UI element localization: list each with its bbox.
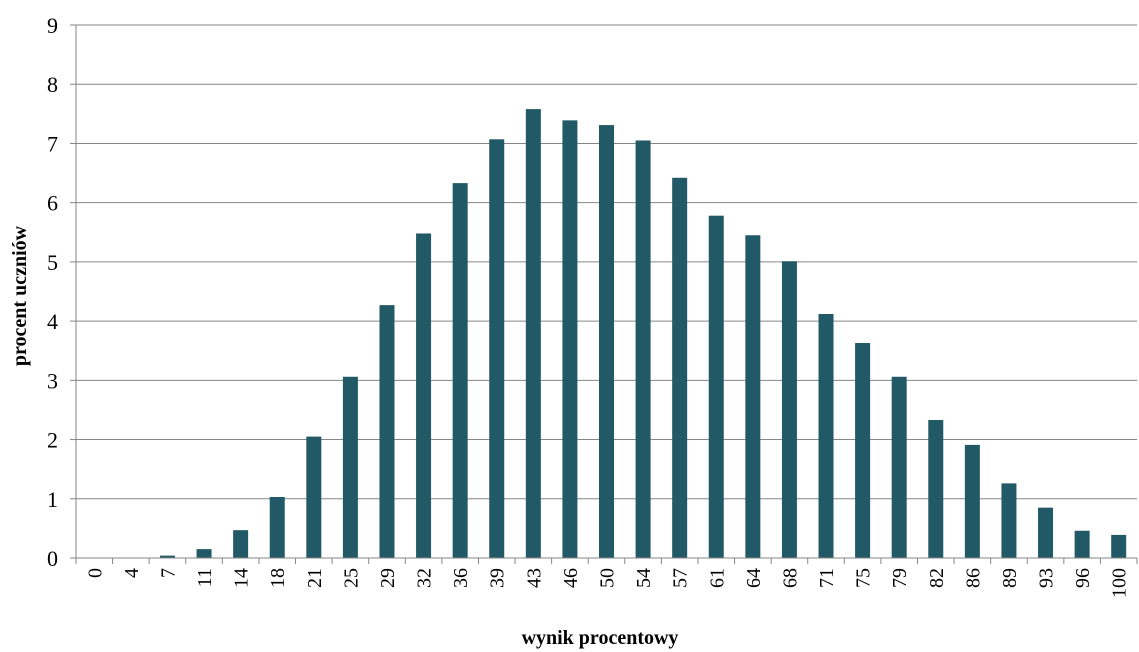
x-tick-label: 18 (267, 568, 289, 588)
bar-36 (452, 183, 468, 558)
x-tick-label: 50 (597, 568, 619, 588)
x-tick-label: 89 (999, 568, 1021, 588)
x-tick-label: 64 (743, 568, 765, 588)
x-tick-label: 93 (1036, 568, 1058, 588)
bar-79 (891, 376, 907, 558)
x-tick-label: 7 (157, 568, 179, 578)
x-tick-label: 14 (231, 568, 253, 588)
x-tick-label: 100 (1109, 568, 1131, 598)
y-tick-label: 2 (47, 428, 58, 453)
x-tick-label: 0 (84, 568, 106, 578)
x-tick-label: 79 (889, 568, 911, 588)
y-axis-title: procent uczniów (9, 225, 31, 366)
x-tick-label: 68 (779, 568, 801, 588)
x-tick-label: 86 (962, 568, 984, 588)
y-tick-label: 7 (47, 131, 58, 156)
bar-32 (416, 233, 432, 558)
y-tick-labels: 0 1 2 3 4 5 6 7 8 9 (47, 13, 58, 571)
y-tick-label: 6 (47, 191, 58, 216)
x-tick-label: 82 (926, 568, 948, 588)
x-tick-label: 43 (523, 568, 545, 588)
x-tick-label: 39 (487, 568, 509, 588)
bar-61 (708, 215, 724, 558)
bar-18 (269, 497, 285, 558)
bar-11 (196, 549, 212, 558)
y-tick-label: 0 (47, 546, 58, 571)
bar-21 (306, 436, 322, 558)
x-tick-label: 32 (414, 568, 436, 588)
y-tick-label: 3 (47, 368, 58, 393)
x-tick-label: 29 (377, 568, 399, 588)
bar-96 (1074, 530, 1090, 558)
bar-75 (855, 343, 871, 558)
bar-100 (1111, 534, 1127, 558)
bar-43 (525, 109, 541, 559)
bars (159, 109, 1127, 559)
x-tick-label: 25 (340, 568, 362, 588)
bar-93 (1038, 507, 1054, 558)
bar-14 (233, 530, 249, 558)
bar-64 (745, 235, 761, 558)
bar-54 (635, 140, 651, 558)
x-tick-label: 75 (853, 568, 875, 588)
x-tick-label: 54 (633, 568, 655, 588)
bar-46 (562, 120, 578, 558)
bar-82 (928, 420, 944, 558)
y-tick-label: 8 (47, 72, 58, 97)
x-tick-label: 61 (706, 568, 728, 588)
bar-25 (342, 376, 358, 558)
x-tick-labels: 0 4 7 11 14 18 21 25 29 32 36 39 43 46 50 54 57 61 64 68 71 7… (84, 568, 1130, 598)
x-tick-label: 21 (304, 568, 326, 588)
bar-89 (1001, 483, 1017, 558)
x-tick-label: 36 (450, 568, 472, 588)
x-tick-label: 4 (121, 568, 143, 578)
axes (70, 24, 1138, 564)
bar-39 (489, 139, 505, 558)
x-tick-label: 11 (194, 568, 216, 587)
bar-71 (818, 314, 834, 558)
bar-57 (672, 177, 688, 558)
bar-86 (964, 444, 980, 558)
y-tick-label: 5 (47, 250, 58, 275)
y-tick-label: 1 (47, 487, 58, 512)
x-axis-title: wynik procentowy (522, 627, 679, 649)
bar-50 (599, 125, 614, 558)
x-tick-label: 71 (816, 568, 838, 588)
x-tick-label: 57 (670, 568, 692, 588)
x-tick-label: 46 (560, 568, 582, 588)
bar-29 (379, 305, 395, 558)
bar-68 (781, 261, 797, 558)
bar-7 (159, 555, 175, 558)
x-tick-label: 96 (1072, 568, 1094, 588)
y-tick-label: 4 (47, 309, 58, 334)
y-tick-label: 9 (47, 13, 58, 38)
